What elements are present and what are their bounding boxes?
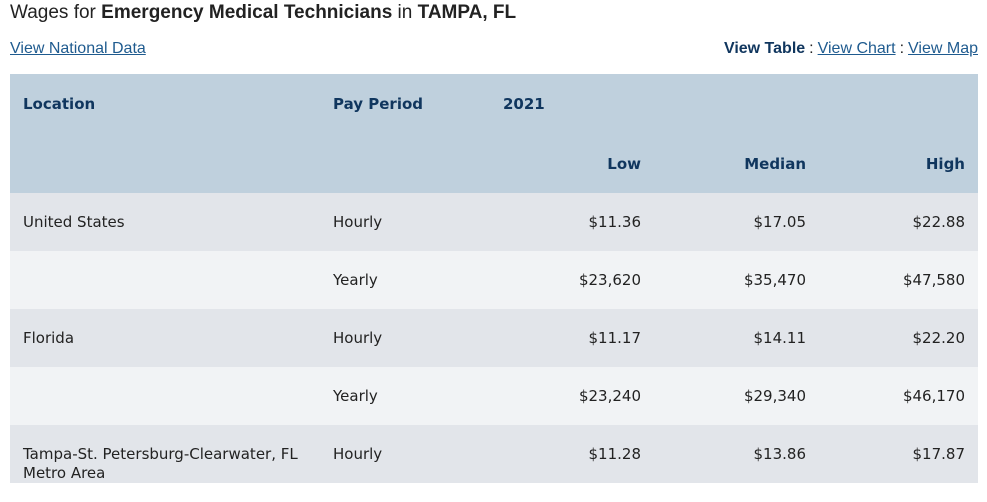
table-row: Florida Hourly $11.17 $14.11 $22.20 — [10, 309, 978, 367]
view-switcher: View Table: View Chart: View Map — [724, 40, 978, 58]
cell-median: $35,470 — [654, 251, 819, 309]
view-separator: : — [809, 40, 814, 57]
cell-high: $46,170 — [819, 367, 978, 425]
view-chart-link[interactable]: View Chart — [817, 40, 896, 57]
table-row: Tampa-St. Petersburg-Clearwater, FL Metr… — [10, 425, 978, 483]
table-row: Yearly $23,240 $29,340 $46,170 — [10, 367, 978, 425]
title-prefix: Wages for — [10, 2, 102, 23]
header-high: High — [819, 134, 978, 193]
cell-location: Tampa-St. Petersburg-Clearwater, FL Metr… — [10, 425, 320, 483]
header-blank — [10, 134, 320, 193]
cell-median: $13.86 — [654, 425, 819, 483]
cell-low: $11.28 — [490, 425, 654, 483]
cell-median: $17.05 — [654, 193, 819, 251]
view-map-link[interactable]: View Map — [908, 40, 978, 57]
cell-period: Hourly — [320, 425, 490, 483]
title-occupation: Emergency Medical Technicians — [101, 2, 393, 23]
header-low: Low — [490, 134, 654, 193]
page-title: Wages for Emergency Medical Technicians … — [10, 2, 516, 24]
cell-high: $17.87 — [819, 425, 978, 483]
cell-location: Florida — [10, 309, 320, 367]
cell-period: Hourly — [320, 193, 490, 251]
cell-median: $14.11 — [654, 309, 819, 367]
cell-low: $23,620 — [490, 251, 654, 309]
header-median: Median — [654, 134, 819, 193]
table-row: United States Hourly $11.36 $17.05 $22.8… — [10, 193, 978, 251]
cell-location: United States — [10, 193, 320, 251]
view-national-data-link[interactable]: View National Data — [10, 40, 146, 57]
header-location: Location — [10, 74, 320, 134]
view-table-current: View Table — [723, 40, 806, 57]
cell-location — [10, 251, 320, 309]
header-pay-period: Pay Period — [320, 74, 490, 134]
table-row: Yearly $23,620 $35,470 $47,580 — [10, 251, 978, 309]
cell-period: Hourly — [320, 309, 490, 367]
view-links-row: View National Data View Table: View Chart… — [10, 40, 978, 62]
header-spacer — [819, 74, 978, 134]
cell-low: $23,240 — [490, 367, 654, 425]
wages-table: Location Pay Period 2021 Low Median High… — [10, 74, 978, 483]
cell-location — [10, 367, 320, 425]
cell-low: $11.36 — [490, 193, 654, 251]
cell-high: $22.88 — [819, 193, 978, 251]
cell-period: Yearly — [320, 367, 490, 425]
cell-period: Yearly — [320, 251, 490, 309]
title-area: TAMPA, FL — [417, 2, 517, 23]
view-separator: : — [899, 40, 905, 57]
header-year: 2021 — [490, 74, 819, 134]
cell-median: $29,340 — [654, 367, 819, 425]
title-middle: in — [392, 2, 418, 23]
cell-high: $47,580 — [819, 251, 978, 309]
header-blank — [320, 134, 490, 193]
cell-high: $22.20 — [819, 309, 978, 367]
cell-low: $11.17 — [490, 309, 654, 367]
